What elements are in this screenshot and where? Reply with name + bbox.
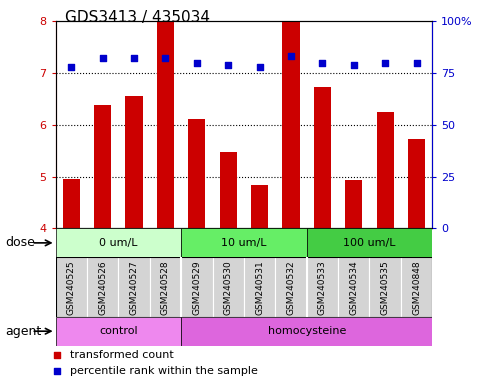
Text: GSM240532: GSM240532 [286, 260, 296, 315]
Point [68, 64, 75, 70]
Bar [307, 228, 432, 257]
Point [130, 55, 138, 61]
Point [224, 61, 232, 68]
Text: GSM240525: GSM240525 [67, 260, 76, 315]
Bar [150, 257, 181, 317]
Text: GSM240530: GSM240530 [224, 260, 233, 315]
Text: GSM240848: GSM240848 [412, 260, 421, 315]
Point [382, 60, 389, 66]
Point [193, 60, 201, 66]
Text: 10 um/L: 10 um/L [221, 238, 267, 248]
Bar [244, 257, 275, 317]
Text: agent: agent [5, 325, 41, 338]
Point [256, 64, 264, 70]
Bar [118, 257, 150, 317]
Bar [94, 105, 111, 228]
Bar [63, 179, 80, 228]
Text: GSM240531: GSM240531 [255, 260, 264, 315]
Text: 0 um/L: 0 um/L [99, 238, 138, 248]
Text: GDS3413 / 435034: GDS3413 / 435034 [65, 10, 210, 25]
Bar [401, 257, 432, 317]
Point [333, 145, 341, 151]
Point [333, 294, 341, 300]
Text: homocysteine: homocysteine [268, 326, 346, 336]
Bar [181, 257, 213, 317]
Bar [157, 21, 174, 228]
Point [287, 53, 295, 60]
Point [350, 61, 357, 68]
Bar [369, 257, 401, 317]
Bar [283, 21, 299, 228]
Bar [275, 257, 307, 317]
Text: GSM240535: GSM240535 [381, 260, 390, 315]
Bar [181, 228, 307, 257]
Bar [56, 257, 87, 317]
Point [319, 60, 327, 66]
Bar [126, 96, 142, 228]
Bar [213, 257, 244, 317]
Text: percentile rank within the sample: percentile rank within the sample [71, 366, 258, 376]
Bar [377, 112, 394, 228]
Bar [307, 257, 338, 317]
Bar [56, 317, 181, 346]
Text: GSM240534: GSM240534 [349, 260, 358, 315]
Text: GSM240527: GSM240527 [129, 260, 139, 315]
Point [412, 60, 420, 66]
Text: 100 um/L: 100 um/L [343, 238, 396, 248]
Bar [220, 152, 237, 228]
Bar [181, 317, 432, 346]
Bar [188, 119, 205, 228]
Bar [87, 257, 118, 317]
Bar [251, 185, 268, 228]
Text: GSM240533: GSM240533 [318, 260, 327, 315]
Text: GSM240526: GSM240526 [98, 260, 107, 315]
Bar [314, 88, 331, 228]
Point [161, 55, 170, 61]
Bar [345, 180, 362, 228]
Text: control: control [99, 326, 138, 336]
Text: GSM240529: GSM240529 [192, 260, 201, 315]
Point [99, 55, 107, 61]
Bar [408, 139, 425, 228]
Bar [56, 228, 181, 257]
Text: dose: dose [5, 237, 35, 249]
Bar [338, 257, 369, 317]
Text: transformed count: transformed count [71, 350, 174, 360]
Text: GSM240528: GSM240528 [161, 260, 170, 315]
